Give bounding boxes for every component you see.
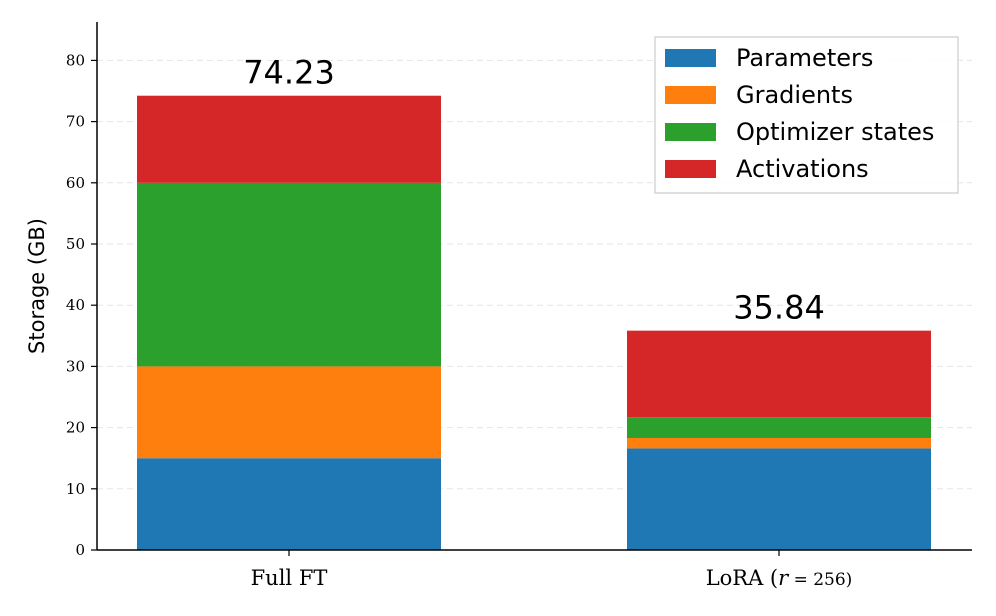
axes (96, 22, 972, 551)
y-ticks: 0 10 20 30 40 50 60 70 80 (66, 51, 97, 559)
y-tick-label: 60 (66, 174, 85, 192)
legend-swatch (665, 49, 716, 67)
bar-segment-gradients (137, 366, 441, 459)
legend-label: Gradients (736, 81, 853, 109)
x-ticks: Full FT LoRA (r = 256) (251, 550, 853, 590)
y-tick-label: 10 (66, 480, 85, 498)
bars (137, 95, 931, 550)
bar-segment-gradients (627, 438, 931, 449)
y-tick-label: 20 (66, 419, 85, 437)
y-tick-label: 0 (75, 541, 85, 559)
total-label: 74.23 (243, 54, 335, 92)
legend-label: Parameters (736, 44, 873, 72)
bar-segment-parameters (137, 458, 441, 550)
y-tick-label: 30 (66, 357, 85, 375)
bar-segment-optimizer-states (137, 182, 441, 367)
x-tick-label: LoRA (r = 256) (706, 566, 853, 590)
legend-swatch (665, 160, 716, 178)
bar-segment-activations (627, 330, 931, 418)
legend-label: Activations (736, 155, 869, 183)
y-tick-label: 70 (66, 113, 85, 131)
x-tick-label: Full FT (251, 566, 328, 590)
y-tick-label: 40 (66, 296, 85, 314)
y-tick-label: 80 (66, 51, 85, 69)
bar-segment-activations (137, 95, 441, 183)
legend: Parameters Gradients Optimizer states Activ… (654, 36, 959, 194)
bar-segment-parameters (627, 448, 931, 550)
legend-swatch (665, 86, 716, 104)
y-axis-title: Storage (GB) (25, 218, 49, 354)
total-labels: 74.23 35.84 (243, 54, 825, 327)
total-label: 35.84 (733, 289, 825, 327)
legend-swatch (665, 123, 716, 141)
bar-segment-optimizer-states (627, 417, 931, 439)
legend-label: Optimizer states (736, 118, 934, 146)
y-tick-label: 50 (66, 235, 85, 253)
